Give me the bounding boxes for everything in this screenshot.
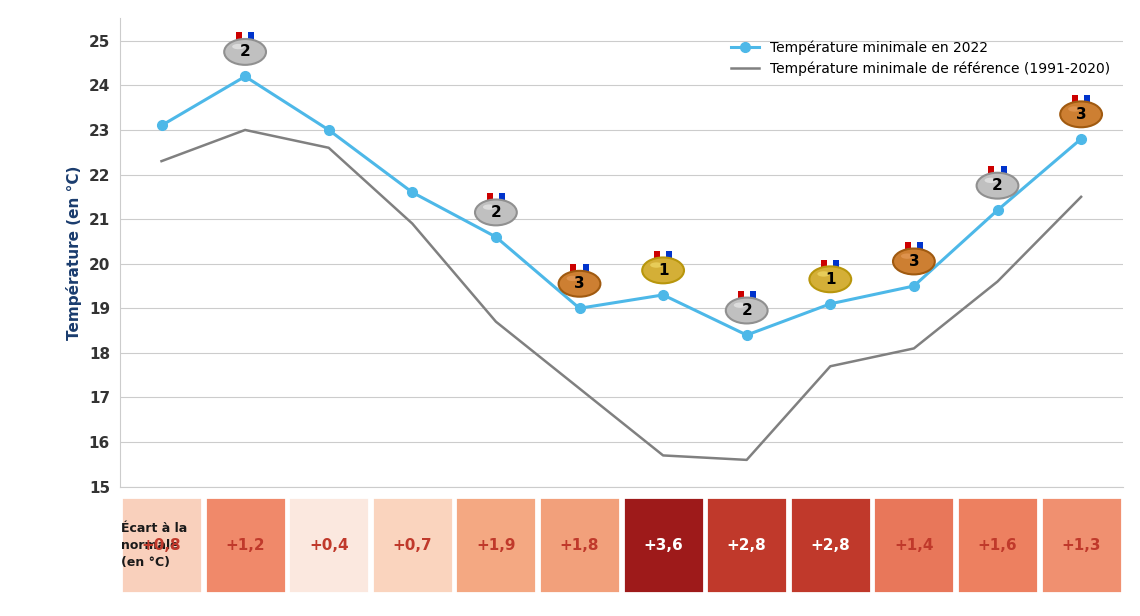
Ellipse shape — [901, 253, 913, 259]
Y-axis label: Température (en °C): Température (en °C) — [65, 165, 82, 340]
Bar — [666, 251, 673, 265]
Bar — [249, 32, 254, 47]
Ellipse shape — [559, 271, 601, 297]
Bar — [873, 497, 954, 593]
Bar — [372, 497, 453, 593]
Bar — [236, 32, 242, 47]
Bar — [750, 291, 756, 305]
Bar — [1084, 95, 1090, 109]
Text: +0,4: +0,4 — [309, 538, 349, 553]
Text: 3: 3 — [1076, 107, 1086, 122]
Ellipse shape — [809, 266, 852, 292]
Bar — [706, 497, 788, 593]
Ellipse shape — [893, 248, 935, 274]
Text: 3: 3 — [909, 254, 919, 269]
Ellipse shape — [726, 298, 767, 323]
Bar — [570, 264, 577, 278]
Bar — [828, 260, 833, 274]
Bar — [654, 251, 660, 265]
Ellipse shape — [977, 172, 1018, 198]
Text: +1,8: +1,8 — [560, 538, 600, 553]
Bar — [917, 242, 923, 256]
Bar — [455, 497, 537, 593]
Ellipse shape — [1060, 102, 1102, 128]
Bar — [660, 251, 666, 265]
Text: +1,4: +1,4 — [894, 538, 934, 553]
Text: 2: 2 — [741, 303, 752, 318]
Bar — [288, 497, 369, 593]
Text: 1: 1 — [658, 263, 668, 278]
Bar — [242, 32, 249, 47]
Bar — [577, 264, 583, 278]
Bar — [738, 291, 743, 305]
Bar — [539, 497, 620, 593]
Ellipse shape — [985, 177, 998, 183]
Bar — [1072, 95, 1078, 109]
Ellipse shape — [817, 271, 830, 277]
Ellipse shape — [233, 44, 245, 49]
Legend: Température minimale en 2022, Température minimale de référence (1991-2020): Température minimale en 2022, Températur… — [726, 34, 1116, 82]
Bar — [956, 497, 1039, 593]
Text: +3,6: +3,6 — [643, 538, 683, 553]
Text: 1: 1 — [825, 272, 836, 287]
Text: +2,8: +2,8 — [727, 538, 766, 553]
Ellipse shape — [567, 276, 579, 281]
Bar — [204, 497, 286, 593]
Text: +0,7: +0,7 — [392, 538, 432, 553]
Text: 2: 2 — [239, 44, 251, 59]
Bar — [121, 497, 202, 593]
Bar — [833, 260, 839, 274]
Ellipse shape — [475, 200, 516, 225]
Bar — [487, 193, 492, 207]
Bar — [988, 166, 994, 180]
Text: +1,6: +1,6 — [978, 538, 1017, 553]
Text: 2: 2 — [490, 205, 502, 220]
Bar — [583, 264, 588, 278]
Ellipse shape — [642, 257, 684, 283]
Ellipse shape — [483, 205, 496, 210]
Text: 3: 3 — [575, 276, 585, 291]
Ellipse shape — [225, 39, 266, 65]
Bar — [905, 242, 911, 256]
Bar — [622, 497, 703, 593]
Text: +0,8: +0,8 — [141, 538, 181, 553]
Text: Écart à la
normale
(en °C): Écart à la normale (en °C) — [121, 522, 188, 569]
Bar — [1078, 95, 1084, 109]
Bar — [492, 193, 499, 207]
Text: +1,3: +1,3 — [1061, 538, 1101, 553]
Text: +2,8: +2,8 — [811, 538, 850, 553]
Bar — [743, 291, 750, 305]
Bar — [499, 193, 505, 207]
Bar — [994, 166, 1001, 180]
Bar — [821, 260, 828, 274]
Ellipse shape — [734, 302, 747, 308]
Ellipse shape — [1068, 107, 1081, 111]
Ellipse shape — [650, 262, 662, 268]
Bar — [1041, 497, 1122, 593]
Text: 2: 2 — [992, 178, 1003, 193]
Text: +1,9: +1,9 — [477, 538, 515, 553]
Bar — [790, 497, 871, 593]
Text: +1,2: +1,2 — [226, 538, 264, 553]
Bar — [911, 242, 917, 256]
Bar — [1001, 166, 1007, 180]
